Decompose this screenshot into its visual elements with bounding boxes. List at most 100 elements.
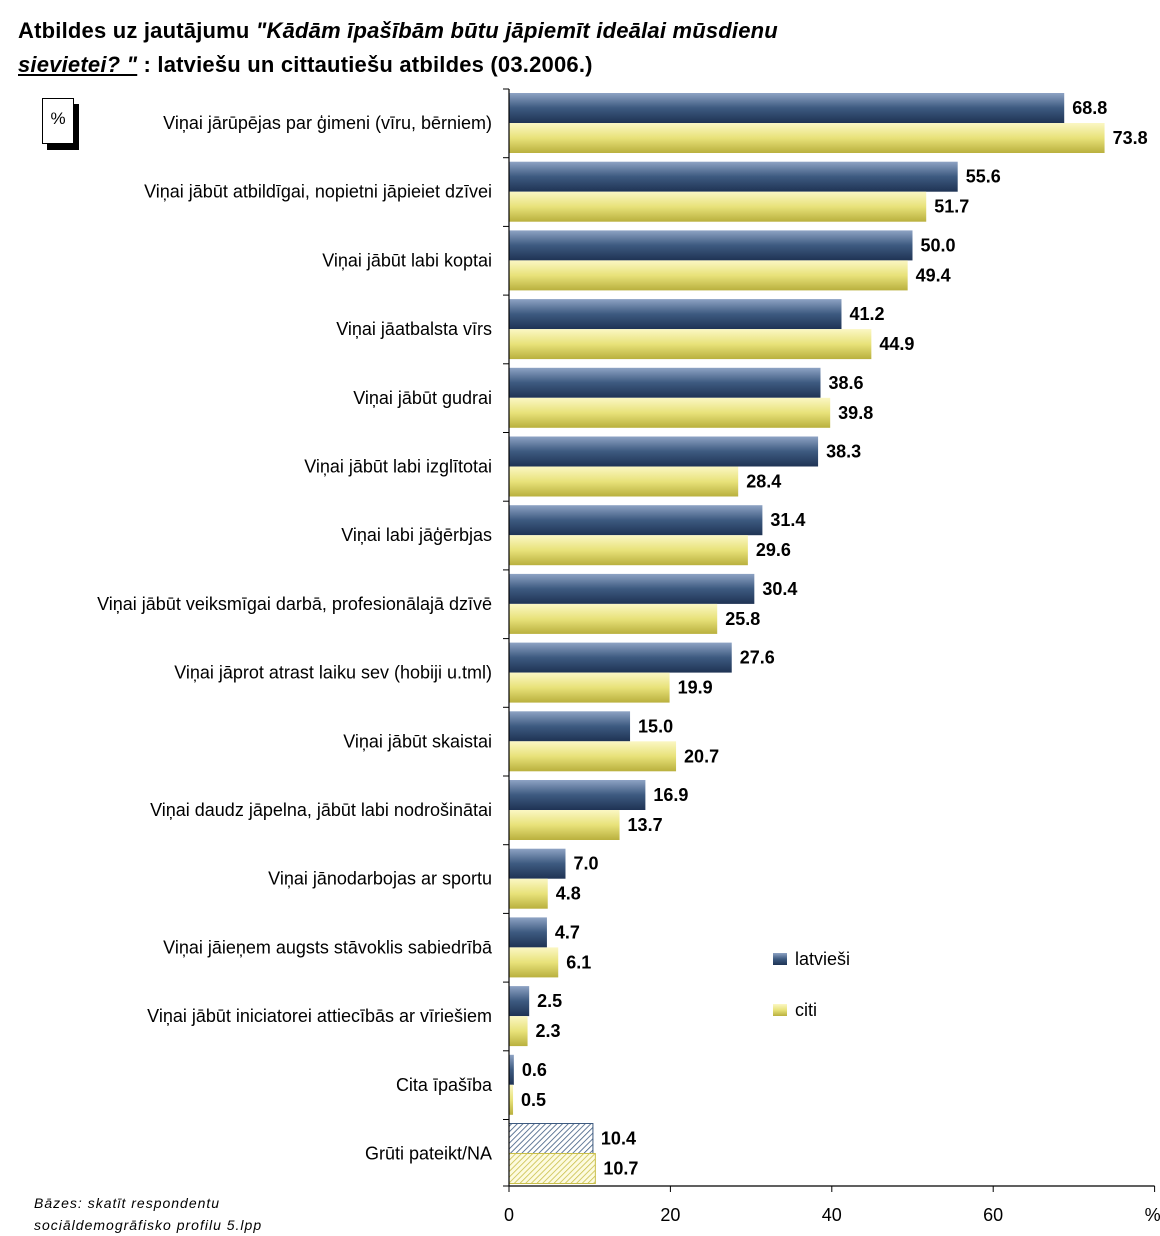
category-label: Viņai jābūt iniciatorei attiecībās ar vī… xyxy=(147,1006,492,1026)
x-tick-label: 40 xyxy=(822,1205,842,1225)
title-prefix: Atbildes uz jautājumu xyxy=(18,18,256,43)
title-question-line2: sievietei? " xyxy=(18,52,138,77)
category-label: Viņai jāprot atrast laiku sev (hobiji u.… xyxy=(174,663,492,683)
value-label: 25.8 xyxy=(725,609,760,629)
bar-latviesi xyxy=(509,573,755,604)
bar-latviesi xyxy=(509,642,732,673)
legend-label: citi xyxy=(795,1000,817,1020)
bar-citi xyxy=(508,1153,596,1184)
value-label: 10.7 xyxy=(603,1159,638,1179)
x-tick-label: 20 xyxy=(660,1205,680,1225)
value-label: 2.3 xyxy=(536,1021,561,1041)
bar-latviesi xyxy=(509,367,821,398)
bar-citi xyxy=(509,672,670,703)
labels-layer: Viņai jārūpējas par ģimeni (vīru, bērnie… xyxy=(97,98,1148,1179)
category-label: Viņai jāieņem augsts stāvoklis sabiedrīb… xyxy=(163,937,493,957)
legend-swatch-latviesi xyxy=(773,953,787,965)
bar-citi xyxy=(509,878,548,909)
bar-latviesi xyxy=(508,1123,594,1154)
category-label: Viņai jābūt atbildīgai, nopietni jāpieie… xyxy=(144,182,492,202)
title-suffix: : latviešu un cittautiešu atbildes (03.2… xyxy=(143,52,593,77)
value-label: 68.8 xyxy=(1072,98,1107,118)
category-label: Grūti pateikt/NA xyxy=(365,1144,492,1164)
category-label: Viņai jābūt labi izglītotai xyxy=(304,457,492,477)
legend-label: latvieši xyxy=(795,949,850,969)
value-label: 50.0 xyxy=(921,235,956,255)
bar-latviesi xyxy=(509,299,842,330)
bar-citi xyxy=(509,466,739,497)
category-label: Viņai daudz jāpelna, jābūt labi nodrošin… xyxy=(150,800,492,820)
bar-citi xyxy=(509,1084,514,1115)
bar-latviesi xyxy=(509,436,819,467)
source-note: Bāzes: skatīt respondentu sociāldemogrāf… xyxy=(34,1195,263,1233)
bar-citi xyxy=(509,603,718,634)
bar-citi xyxy=(509,947,559,978)
bar-latviesi xyxy=(509,230,913,261)
value-label: 49.4 xyxy=(916,265,951,285)
legend-swatch-citi xyxy=(773,1004,787,1016)
value-label: 39.8 xyxy=(838,403,873,423)
bar-latviesi xyxy=(509,986,530,1017)
category-label: Cita īpašība xyxy=(396,1075,493,1095)
value-label: 51.7 xyxy=(934,197,969,217)
value-label: 31.4 xyxy=(770,510,805,530)
value-label: 73.8 xyxy=(1113,128,1148,148)
value-label: 38.6 xyxy=(829,373,864,393)
value-label: 29.6 xyxy=(756,540,791,560)
bar-latviesi xyxy=(509,848,566,879)
value-label: 10.4 xyxy=(601,1129,636,1149)
bar-citi xyxy=(509,741,677,772)
bar-citi xyxy=(509,260,908,291)
value-label: 20.7 xyxy=(684,746,719,766)
value-label: 28.4 xyxy=(746,472,781,492)
value-label: 41.2 xyxy=(849,304,884,324)
category-label: Viņai jābūt veiksmīgai darbā, profesionā… xyxy=(97,594,492,614)
bar-citi xyxy=(509,191,927,222)
value-label: 27.6 xyxy=(740,648,775,668)
bar-latviesi xyxy=(509,1054,514,1085)
value-label: 4.8 xyxy=(556,884,581,904)
value-label: 4.7 xyxy=(555,922,580,942)
value-label: 7.0 xyxy=(573,854,598,874)
bar-latviesi xyxy=(509,917,547,948)
bars-layer xyxy=(508,93,1105,1184)
value-label: 0.5 xyxy=(521,1090,546,1110)
bar-citi xyxy=(509,1016,528,1047)
value-label: 0.6 xyxy=(522,1060,547,1080)
category-label: Viņai jārūpējas par ģimeni (vīru, bērnie… xyxy=(163,113,492,133)
x-tick-label: % 80 xyxy=(1145,1205,1160,1225)
bar-latviesi xyxy=(509,780,646,810)
value-label: 2.5 xyxy=(537,991,562,1011)
legend: latvieši citi xyxy=(773,949,850,1020)
bar-citi xyxy=(509,535,748,566)
value-label: 19.9 xyxy=(678,678,713,698)
value-label: 6.1 xyxy=(566,952,591,972)
value-label: 38.3 xyxy=(826,442,861,462)
value-label: 13.7 xyxy=(628,815,663,835)
category-label: Viņai jābūt gudrai xyxy=(353,388,492,408)
bar-citi xyxy=(509,123,1105,153)
value-label: 30.4 xyxy=(762,579,797,599)
category-label: Viņai jābūt skaistai xyxy=(343,731,492,751)
x-axis: 0 20 40 60 % 80 xyxy=(503,88,1160,1225)
value-label: 16.9 xyxy=(653,785,688,805)
x-tick-label: 60 xyxy=(983,1205,1003,1225)
category-label: Viņai jāatbalsta vīrs xyxy=(336,319,492,339)
bar-latviesi xyxy=(509,93,1065,123)
bar-citi xyxy=(509,329,872,360)
value-label: 44.9 xyxy=(879,334,914,354)
bar-latviesi xyxy=(509,711,631,742)
category-label: Viņai jābūt labi koptai xyxy=(322,250,492,270)
value-label: 55.6 xyxy=(966,167,1001,187)
bar-latviesi xyxy=(509,505,763,536)
unit-box: % xyxy=(42,98,74,144)
x-tick-label: 0 xyxy=(504,1205,514,1225)
category-label: Viņai jānodarbojas ar sportu xyxy=(268,869,492,889)
chart-title: Atbildes uz jautājumu "Kādām īpašībām bū… xyxy=(18,14,1138,82)
bar-latviesi xyxy=(509,161,958,192)
value-label: 15.0 xyxy=(638,716,673,736)
bar-citi xyxy=(509,810,620,840)
title-question-line1: "Kādām īpašībām būtu jāpiemīt ideālai mū… xyxy=(255,18,778,43)
